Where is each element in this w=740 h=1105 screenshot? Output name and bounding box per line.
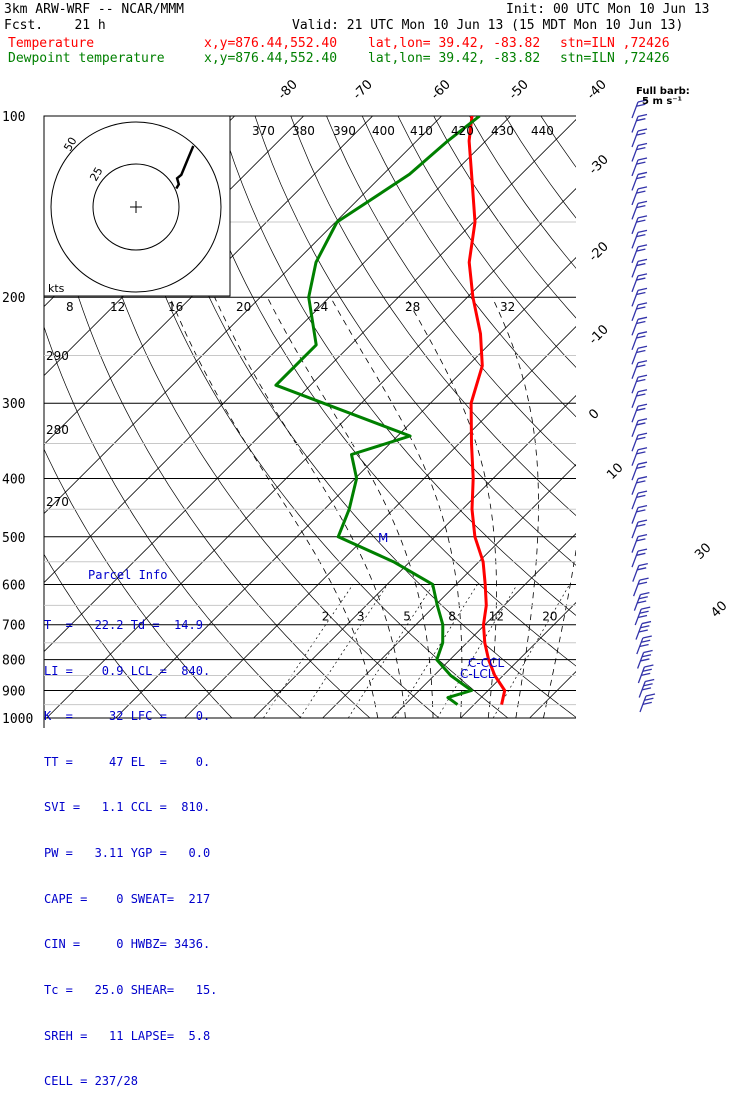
theta-label: 430	[491, 124, 514, 138]
parcel-row-pw: PW = 3.11 YGP = 0.0	[44, 846, 240, 861]
theta-label: 290	[46, 349, 69, 363]
theta-e-label: 16	[168, 300, 183, 314]
theta-label: 440	[531, 124, 554, 138]
theta-e-label: 12	[110, 300, 125, 314]
pressure-tick-label: 200	[2, 291, 25, 306]
wind-barb	[640, 694, 655, 712]
isotherm-label: -20	[586, 239, 612, 265]
theta-e-label: 20	[236, 300, 251, 314]
theta-label: 280	[46, 423, 69, 437]
theta-e-label: 24	[313, 300, 328, 314]
isotherm-label: -10	[586, 322, 612, 348]
theta-e-label: 8	[66, 300, 74, 314]
dry-adiabat-line	[470, 116, 740, 718]
parcel-row-k: K = 32 LFC = 0.	[44, 709, 240, 724]
theta-e-label: 28	[405, 300, 420, 314]
theta-label: 420	[451, 124, 474, 138]
parcel-row-li: LI = 0.9 LCL = 840.	[44, 664, 240, 679]
dry-adiabat-line	[184, 116, 646, 718]
isotherm-label: 40	[708, 599, 730, 621]
isotherm-label: -70	[350, 77, 376, 103]
pressure-tick-label: 600	[2, 578, 25, 593]
dry-adiabat-line	[648, 116, 740, 718]
theta-label: 270	[46, 495, 69, 509]
isotherm-line	[530, 116, 740, 718]
mixing-ratio-label: 5	[403, 610, 411, 624]
pressure-tick-label: 700	[2, 619, 25, 634]
theta-label: 370	[252, 124, 275, 138]
pressure-tick-label: 1000	[2, 712, 33, 727]
pressure-tick-label: 800	[2, 654, 25, 669]
moist-adiabat-line	[215, 297, 406, 718]
isotherm-label: -60	[428, 77, 454, 103]
lcl-annotation: C-LCL	[460, 667, 495, 681]
parcel-row-tc: Tc = 25.0 SHEAR= 15.	[44, 983, 240, 998]
parcel-row-cape: CAPE = 0 SWEAT= 217	[44, 892, 240, 907]
dry-adiabat-line	[612, 116, 740, 718]
pressure-tick-label: 900	[2, 684, 25, 699]
isotherm-label: -80	[275, 77, 301, 103]
mixing-ratio-label: 20	[542, 610, 557, 624]
hodograph-units-label: kts	[48, 282, 65, 295]
isotherm-label: 30	[692, 541, 714, 563]
parcel-row-cin: CIN = 0 HWBZ= 3436.	[44, 937, 240, 952]
parcel-row-cell: CELL = 237/28	[44, 1074, 240, 1089]
isotherm-line	[254, 116, 740, 718]
isotherm-line	[185, 116, 740, 718]
parcel-info-title: Parcel Info	[44, 568, 240, 583]
mixing-ratio-line	[263, 584, 353, 718]
mixing-ratio-label: 12	[489, 610, 504, 624]
dry-adiabat-line	[720, 116, 740, 718]
mixing-ratio-label: 8	[448, 610, 456, 624]
parcel-row-tt: TT = 47 EL = 0.	[44, 755, 240, 770]
parcel-info-box: Parcel Info T = 22.2 Td = 14.9 LI = 0.9 …	[44, 538, 240, 1105]
isotherm-label: -30	[586, 152, 612, 178]
theta-label: 380	[292, 124, 315, 138]
dry-adiabat-line	[505, 116, 740, 718]
isotherm-line	[599, 116, 740, 718]
parcel-row-sreh: SREH = 11 LAPSE= 5.8	[44, 1029, 240, 1044]
theta-label: 400	[372, 124, 395, 138]
pressure-tick-label: 300	[2, 397, 25, 412]
theta-e-label: 32	[500, 300, 515, 314]
mixing-ratio-label: 2	[322, 610, 330, 624]
mixing-ratio-line	[300, 584, 388, 718]
dry-adiabat-line	[684, 116, 740, 718]
theta-label: 410	[410, 124, 433, 138]
isotherm-label: -40	[584, 77, 610, 103]
isotherm-line	[668, 116, 740, 718]
dry-adiabat-line	[398, 116, 740, 718]
pressure-tick-label: 400	[2, 472, 25, 487]
theta-label: 390	[333, 124, 356, 138]
parcel-row-svi: SVI = 1.1 CCL = 810.	[44, 800, 240, 815]
wind-barbs	[632, 100, 655, 712]
parcel-marker-annotation: M	[378, 531, 388, 545]
barb-legend-line2: 5 m s⁻¹	[642, 96, 682, 107]
isotherm-label: 0	[586, 406, 602, 422]
dry-adiabat-line	[434, 116, 740, 718]
parcel-row-t: T = 22.2 Td = 14.9	[44, 618, 240, 633]
pressure-tick-label: 500	[2, 531, 25, 546]
pressure-tick-label: 100	[2, 110, 25, 125]
isotherm-label: 10	[604, 461, 626, 483]
sounding-profiles	[276, 116, 505, 705]
moist-adiabat-line	[492, 297, 538, 718]
mixing-ratio-label: 3	[357, 610, 365, 624]
isotherm-label: -50	[506, 77, 532, 103]
